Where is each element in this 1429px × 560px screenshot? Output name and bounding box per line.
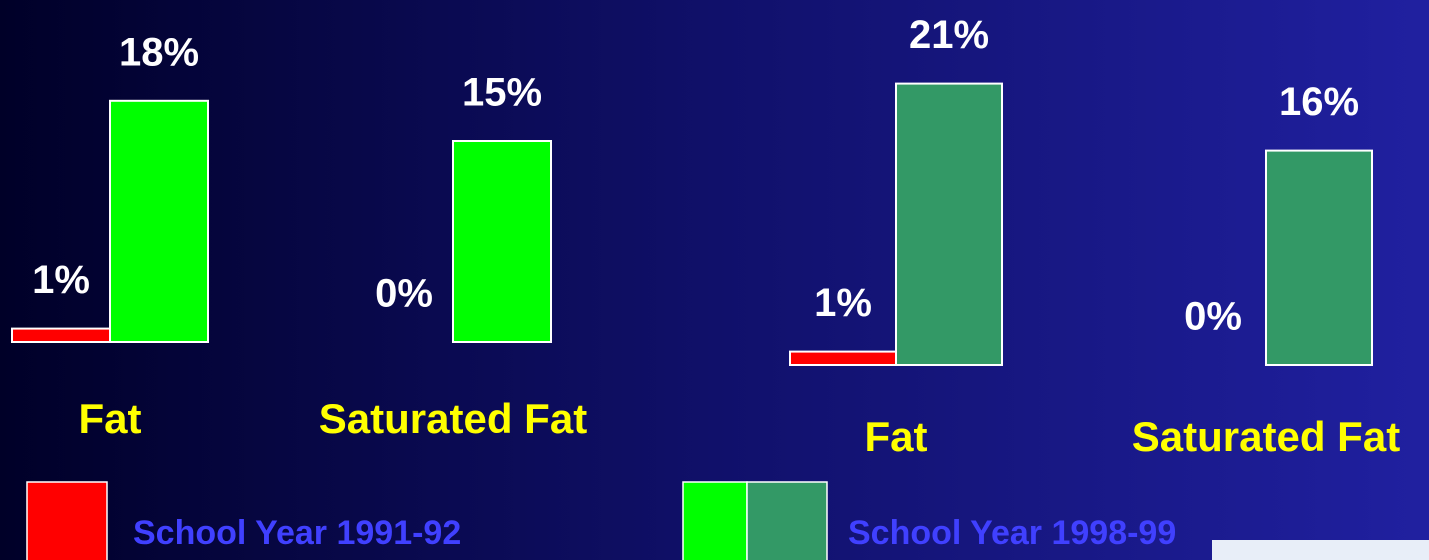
value-label: 21% [909,13,989,57]
legend-swatch [682,481,748,560]
bar [895,82,1003,366]
bar [11,327,111,344]
legend-swatch [26,481,108,560]
bar [1265,149,1373,366]
legend-swatch [746,481,828,560]
value-label: 1% [32,258,90,302]
bar [789,350,897,367]
bar [109,99,209,343]
bar [452,140,552,343]
category-label: Saturated Fat [319,395,587,442]
value-label: 15% [462,71,542,115]
category-label: Saturated Fat [1132,413,1400,460]
value-label: 0% [375,272,433,316]
value-label: 0% [1184,295,1242,339]
category-label: Fat [79,395,142,442]
value-label: 16% [1279,80,1359,124]
category-label: Fat [865,413,928,460]
logo-fragment [1212,540,1429,560]
legend-label: School Year 1991-92 [133,514,461,552]
value-label: 1% [814,281,872,325]
value-label: 18% [119,30,199,74]
legend-label: School Year 1998-99 [848,514,1176,552]
